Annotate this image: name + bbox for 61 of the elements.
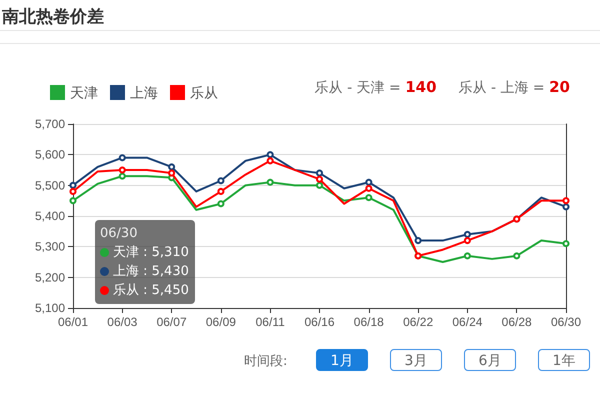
point xyxy=(316,176,323,183)
point xyxy=(365,184,372,192)
point xyxy=(266,157,274,164)
point xyxy=(513,252,520,260)
x-tick-label: 06/30 xyxy=(550,315,582,329)
point xyxy=(365,178,372,186)
y-tick-label: 5,400 xyxy=(34,209,66,223)
point xyxy=(316,182,323,189)
x-tick-label: 06/03 xyxy=(107,315,138,329)
point xyxy=(70,188,76,195)
point xyxy=(118,154,126,162)
point xyxy=(562,240,570,248)
point xyxy=(217,188,224,195)
x-tick-label: 06/01 xyxy=(58,315,88,329)
x-tick-label: 06/16 xyxy=(304,315,335,329)
y-tick-label: 5,200 xyxy=(34,270,66,284)
point xyxy=(70,182,76,189)
period-button: 1月 xyxy=(316,349,368,371)
x-tick-label: 06/11 xyxy=(256,315,286,329)
point xyxy=(118,172,126,180)
point xyxy=(464,230,471,238)
annotation: 06/30 xyxy=(100,225,138,243)
text: 时间段: xyxy=(244,353,288,370)
point xyxy=(266,151,274,158)
y-tick-label: 5,100 xyxy=(34,301,66,315)
period-button: 1年 xyxy=(538,349,590,371)
y-tick-label: 5,600 xyxy=(34,148,66,162)
period-button: 3月 xyxy=(390,349,442,371)
y-tick-label: 5,700 xyxy=(34,117,66,131)
point xyxy=(365,194,372,202)
point xyxy=(562,197,570,204)
point xyxy=(217,177,224,184)
y-tick-label: 5,500 xyxy=(34,178,66,192)
x-tick-label: 06/28 xyxy=(502,315,532,329)
x-tick-label: 06/24 xyxy=(452,315,483,329)
point xyxy=(562,203,570,210)
point xyxy=(217,200,224,208)
y-tick-label: 5,300 xyxy=(34,240,66,254)
point xyxy=(70,197,76,204)
point xyxy=(168,163,176,170)
period-button: 6月 xyxy=(464,349,516,371)
annotation: 乐从 : 5,450 xyxy=(112,282,189,300)
chart-title: 南北热卷价差 xyxy=(2,6,104,28)
legend-label: 上海 xyxy=(130,84,158,100)
x-tick-label: 06/07 xyxy=(156,315,187,329)
text: 乐从 - 天津 = 140 xyxy=(314,78,437,96)
legend-label: 天津 xyxy=(70,84,98,100)
annotation: 上海 : 5,430 xyxy=(112,263,189,281)
point xyxy=(118,166,126,174)
x-tick-label: 06/22 xyxy=(403,315,434,329)
legend-label: 乐从 xyxy=(190,84,218,100)
point xyxy=(316,170,323,177)
point xyxy=(464,237,471,244)
text: 乐从 - 上海 = 20 xyxy=(458,78,570,96)
annotation: 天津 : 5,310 xyxy=(112,244,189,262)
point xyxy=(266,178,274,186)
point xyxy=(168,170,176,177)
x-tick-label: 06/18 xyxy=(354,315,384,329)
point xyxy=(464,252,471,260)
point xyxy=(414,237,422,244)
x-tick-label: 06/09 xyxy=(206,315,236,329)
